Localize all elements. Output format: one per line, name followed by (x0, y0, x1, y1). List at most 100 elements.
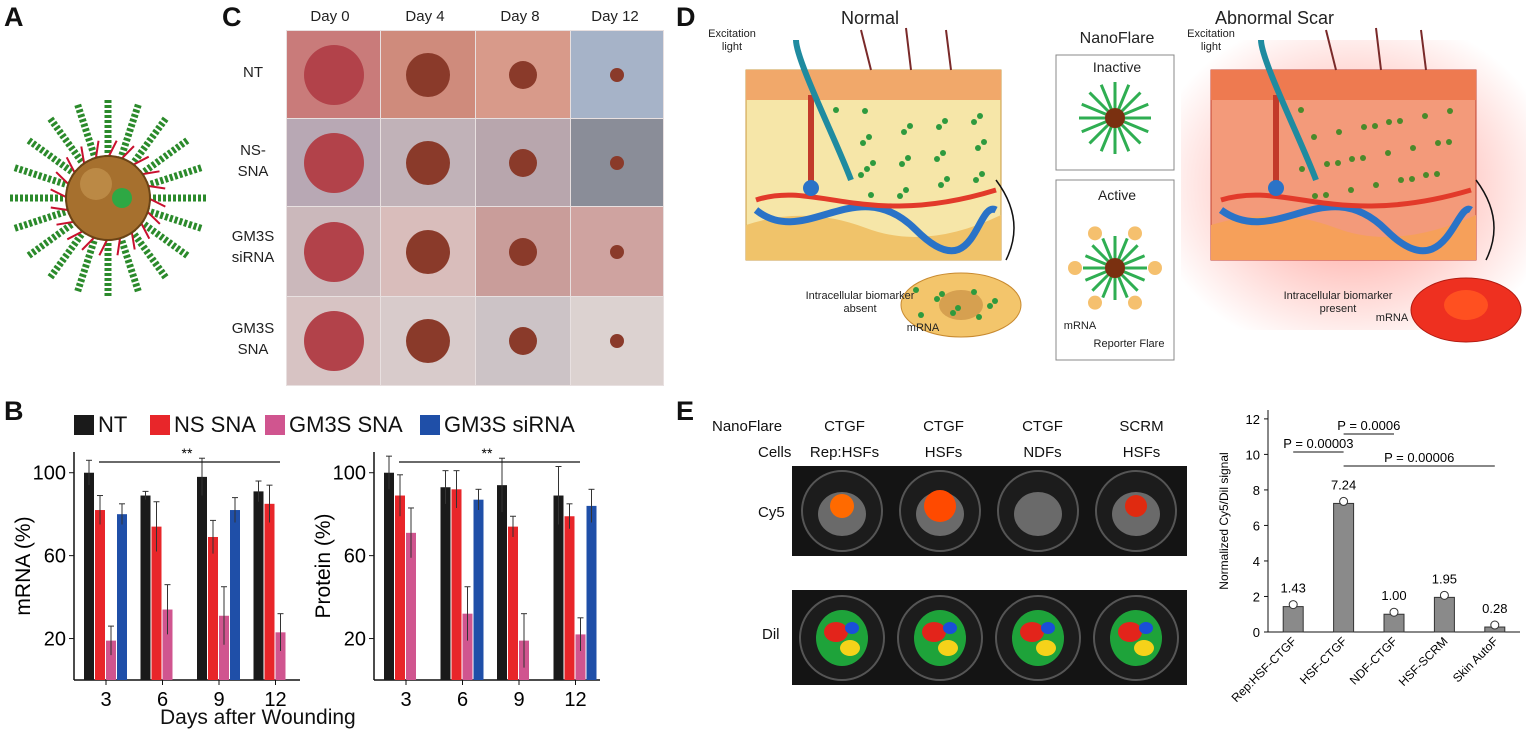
abnormal-skin-block (1210, 27, 1495, 261)
nanoflare-dot (1372, 123, 1378, 129)
cy5-signal (924, 490, 956, 522)
nanoflare-dot (1360, 155, 1366, 161)
wound-photo (475, 118, 571, 207)
dil-hotspot (824, 622, 848, 642)
nanoflare-dot (833, 107, 839, 113)
x-tick-label: Rep:HSF-CTGF (1229, 634, 1300, 705)
dna-strand (128, 115, 170, 168)
reporter-flare-glow (1068, 261, 1082, 275)
nanoflare-dot (1422, 113, 1428, 119)
normal-title: Normal (841, 8, 900, 28)
nanoflare-dot (897, 193, 903, 199)
mrna-bar-chart: 20 60 100 mRNA (%) 3 6 9 12 ** (12, 445, 300, 711)
nanoflare-dot (981, 139, 987, 145)
nanoflare-title: NanoFlare (1079, 30, 1155, 47)
dil-hotspot (845, 622, 859, 634)
x-tick-label: HSF-CTGF (1297, 634, 1350, 687)
wound-spot (610, 244, 624, 259)
data-point (1490, 620, 1500, 630)
dil-image-strip (792, 590, 1187, 685)
dna-strand (25, 218, 78, 260)
bar (230, 510, 240, 680)
nanoflare-dot (1311, 134, 1317, 140)
x-tick-label: 6 (457, 689, 468, 711)
legend-swatch (420, 415, 440, 435)
bar (395, 495, 405, 680)
panel-letter-b: B (4, 396, 24, 426)
row-label-ns-sna: NS- SNA (237, 142, 269, 180)
dna-strand (138, 218, 191, 260)
cy5-signal (1125, 495, 1147, 517)
cells-row-label: Cells (758, 444, 792, 461)
bar (219, 615, 229, 680)
panel-letter-a: A (4, 2, 24, 32)
bar (406, 532, 416, 680)
nanoflare-dot (1335, 160, 1341, 166)
bar (575, 634, 586, 680)
nanoflare-dot (1361, 124, 1367, 130)
dna-strand (11, 207, 72, 233)
value-label: 1.43 (1281, 581, 1306, 596)
wound-photo (286, 296, 381, 386)
legend-gm3s-sirna: GM3S siRNA (420, 412, 575, 438)
nanoflare-dot (977, 113, 983, 119)
nanoflare-dot (901, 129, 907, 135)
cells-column-header: HSFs (924, 444, 963, 461)
y-tick-label: 4 (1253, 554, 1260, 569)
nanoflare-dot (862, 108, 868, 114)
nanoflare-dot (905, 155, 911, 161)
nanoflare-dot (1423, 172, 1429, 178)
nanoflare-dot (860, 140, 866, 146)
mrna-label: mRNA (1063, 320, 1097, 332)
normal-skin-block (745, 27, 1015, 261)
wound-spot (303, 221, 364, 282)
bar (151, 526, 162, 680)
inactive-label: Inactive (1092, 59, 1142, 75)
x-tick-label: 12 (264, 689, 286, 711)
y-axis-title: Protein (%) (312, 513, 335, 618)
nanoflare-dot (992, 298, 998, 304)
y-tick-label: 100 (333, 463, 366, 485)
dil-hotspot (1041, 622, 1055, 634)
dna-strand (117, 234, 143, 295)
bar (451, 489, 462, 680)
gold-nanoparticle-core (65, 155, 151, 241)
wound-photo (475, 206, 571, 297)
value-label: 1.95 (1432, 571, 1457, 586)
p-value-label: P = 0.0006 (1337, 418, 1400, 433)
y-tick-label: 12 (1246, 412, 1260, 427)
nanoflare-dot (1323, 192, 1329, 198)
dna-strand (46, 228, 88, 281)
wound-photo (475, 296, 571, 386)
dil-hotspot (840, 640, 860, 656)
nanoflare-dot (940, 150, 946, 156)
nanoflare-dot (899, 161, 905, 167)
row-label-gm3s-sna: GM3S SNA (231, 320, 275, 358)
bar (462, 613, 473, 680)
wound-photo (570, 118, 664, 207)
nanoflare-column-header: CTGF (824, 418, 865, 435)
dna-strand (25, 136, 78, 178)
nanoflare-dot (918, 312, 924, 318)
nanoflare-dot (858, 172, 864, 178)
y-axis-title: mRNA (%) (12, 516, 35, 615)
nanoflare-dot (934, 296, 940, 302)
x-tick-label: 6 (157, 689, 168, 711)
panel-letter-d: D (676, 2, 696, 32)
wound-spot (406, 52, 450, 97)
wound-spot (406, 140, 450, 185)
dna-strand (144, 207, 205, 233)
nanoflare-dot (1299, 166, 1305, 172)
y-tick-label: 8 (1253, 483, 1260, 498)
nanoparticle-ligand (112, 188, 132, 208)
biomarker-present-label: Intracellular biomarker present (1283, 290, 1393, 315)
y-tick-label: 10 (1246, 447, 1260, 462)
bar (473, 499, 484, 680)
y-tick-label: 100 (33, 463, 66, 485)
legend-ns-sna: NS SNA (150, 412, 256, 438)
wound-photo (475, 30, 571, 119)
dna-strand (46, 115, 88, 168)
cells-column-header: Rep:HSFs (809, 444, 880, 461)
wound-photo (570, 30, 664, 119)
nanoflare-dot (1447, 108, 1453, 114)
